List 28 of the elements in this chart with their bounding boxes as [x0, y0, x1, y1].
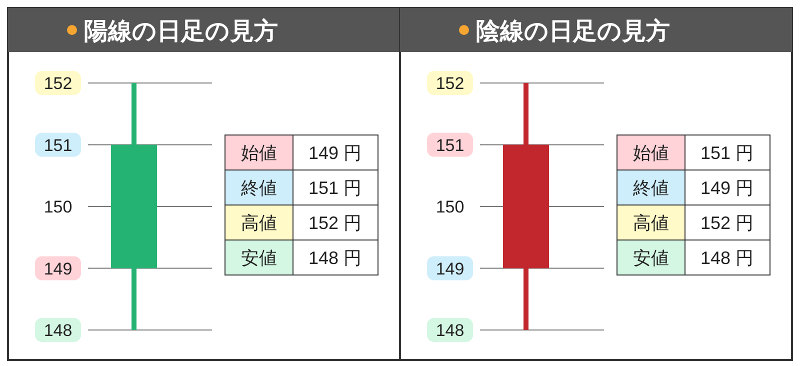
y-tick-label: 148: [44, 321, 72, 340]
y-tick-label: 152: [436, 74, 464, 93]
text: 148 円: [308, 248, 362, 268]
text: 終値: [240, 178, 277, 198]
text: 149 円: [308, 143, 362, 163]
y-tick-label: 149: [436, 259, 464, 278]
y-tick-label: 151: [44, 136, 72, 155]
text: 高値: [633, 213, 669, 233]
y-tick-label: 150: [436, 198, 464, 216]
y-tick-label: 152: [44, 74, 72, 93]
y-tick-label: 151: [436, 136, 464, 155]
y-tick-label: 148: [436, 321, 464, 340]
text: 152 円: [308, 213, 362, 233]
y-tick-label: 150: [44, 198, 72, 216]
chart-title: 陰線の日足の見方: [476, 17, 670, 45]
y-tick-label: 149: [44, 259, 72, 278]
text: 安値: [633, 248, 669, 268]
text: 始値: [633, 143, 669, 163]
text: 152 円: [700, 213, 754, 233]
text: 始値: [241, 143, 277, 163]
text: 151 円: [308, 178, 362, 198]
text: 151 円: [700, 143, 754, 163]
chart-title: 陽線の日足の見方: [84, 17, 278, 45]
text: 148 円: [700, 248, 754, 268]
text: 高値: [241, 213, 277, 233]
text: 安値: [241, 248, 277, 268]
text: 終値: [632, 178, 669, 198]
text: 149 円: [700, 178, 754, 198]
